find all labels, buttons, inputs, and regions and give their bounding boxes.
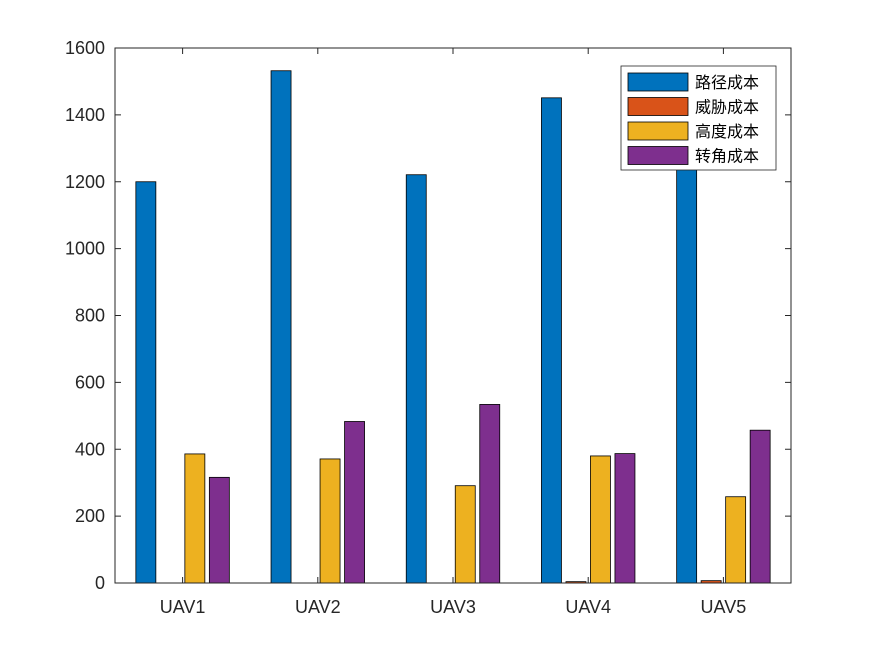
x-tick-label-uav5: UAV5 <box>701 597 747 617</box>
bar-uav4-series-4 <box>614 453 636 584</box>
x-tick-label-uav1: UAV1 <box>160 597 206 617</box>
x-tick-label-uav2: UAV2 <box>295 597 341 617</box>
y-tick-label: 1600 <box>65 38 105 58</box>
y-tick-label: 400 <box>75 439 105 459</box>
y-axis: 0 200 400 600 800 1000 1200 1400 1600 <box>65 38 791 593</box>
bar-uav3-series-3 <box>454 485 476 584</box>
bar-uav2-series-3 <box>319 458 341 584</box>
y-tick-label: 600 <box>75 372 105 392</box>
x-axis: UAV1 UAV2 UAV3 UAV4 UAV5 <box>160 48 746 617</box>
y-tick-label: 200 <box>75 506 105 526</box>
bar-uav5-series-1 <box>676 147 698 584</box>
bars-group <box>135 70 771 584</box>
x-tick-label-uav3: UAV3 <box>430 597 476 617</box>
y-tick-label: 1400 <box>65 105 105 125</box>
bar-uav4-series-3 <box>590 455 611 584</box>
bar-uav5-series-3 <box>725 496 747 584</box>
bar-uav2-series-4 <box>344 421 365 584</box>
legend-label-1: 路径成本 <box>695 73 759 92</box>
bar-uav4-series-1 <box>541 97 562 584</box>
bar-uav2-series-1 <box>270 70 292 584</box>
legend-swatch-1 <box>627 72 689 92</box>
bar-uav1-series-4 <box>208 476 230 584</box>
bar-uav3-series-4 <box>479 404 501 584</box>
legend-swatch-3 <box>627 121 689 141</box>
legend-label-3: 高度成本 <box>695 122 759 141</box>
y-tick-label: 0 <box>95 573 105 593</box>
bar-uav1-series-3 <box>184 453 206 584</box>
bar-uav1-series-1 <box>135 181 157 584</box>
y-tick-label: 1000 <box>65 239 105 259</box>
bar-uav5-series-4 <box>749 429 771 584</box>
x-tick-label-uav4: UAV4 <box>565 597 611 617</box>
y-tick-label: 800 <box>75 306 105 326</box>
y-tick-label: 1200 <box>65 172 105 192</box>
legend-swatch-4 <box>627 146 689 165</box>
legend-label-4: 转角成本 <box>695 147 759 166</box>
legend-swatch-2 <box>627 97 689 116</box>
bar-uav3-series-1 <box>405 174 427 584</box>
legend-label-2: 威胁成本 <box>695 98 759 117</box>
